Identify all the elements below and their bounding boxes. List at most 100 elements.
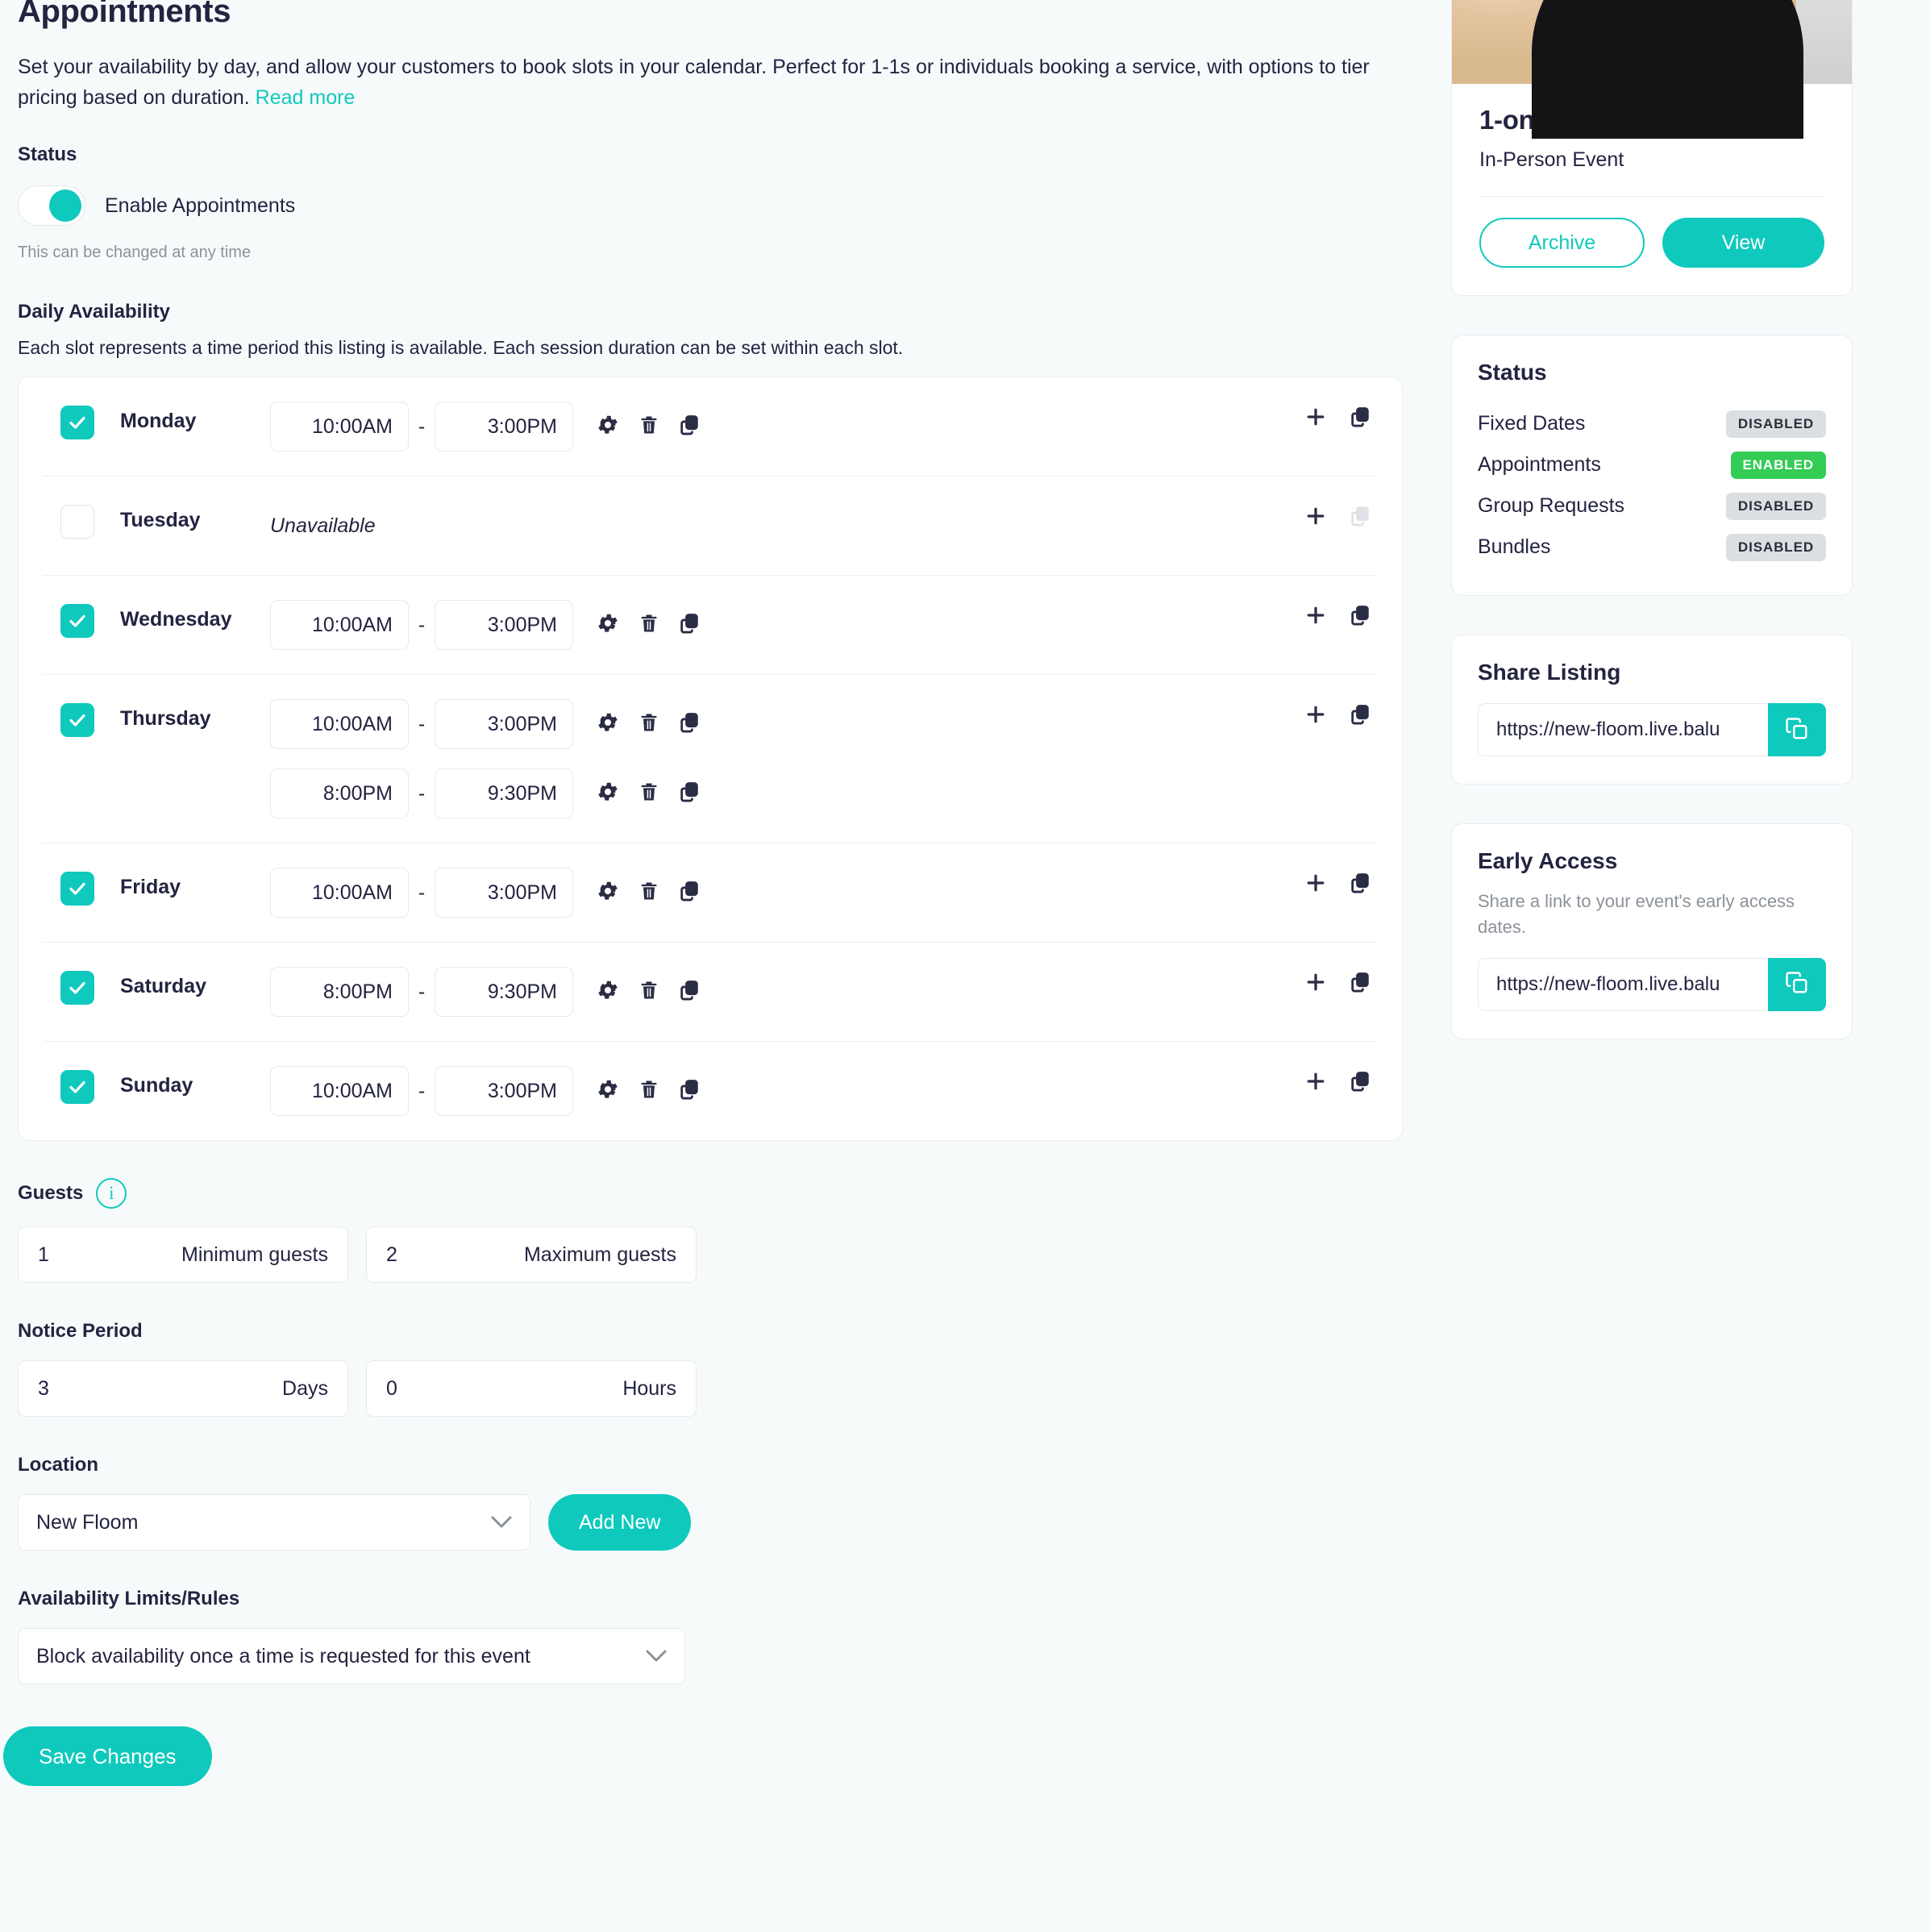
slot-end-time[interactable]: 3:00PM bbox=[435, 600, 573, 650]
duplicate-day-icon[interactable] bbox=[1349, 405, 1371, 433]
check-icon bbox=[68, 710, 87, 730]
copy-icon[interactable] bbox=[678, 1077, 701, 1105]
slot-start-time[interactable]: 8:00PM bbox=[270, 768, 409, 818]
notice-days-input[interactable]: 3 Days bbox=[18, 1360, 348, 1417]
duplicate-day-icon[interactable] bbox=[1349, 702, 1371, 731]
day-label: Wednesday bbox=[120, 608, 232, 631]
info-icon[interactable]: i bbox=[96, 1178, 127, 1209]
slot-end-time[interactable]: 3:00PM bbox=[435, 1066, 573, 1116]
day-label: Saturday bbox=[120, 975, 206, 997]
copy-icon[interactable] bbox=[678, 710, 701, 739]
add-new-location-button[interactable]: Add New bbox=[548, 1494, 692, 1551]
share-listing-url-input[interactable]: https://new-floom.live.balu bbox=[1478, 703, 1768, 756]
slot-dash: - bbox=[418, 1079, 426, 1102]
enable-appointments-toggle[interactable] bbox=[18, 185, 85, 226]
day-checkbox-tuesday[interactable] bbox=[60, 505, 94, 539]
read-more-link[interactable]: Read more bbox=[255, 86, 356, 109]
status-row: Appointments ENABLED bbox=[1478, 444, 1826, 485]
slot-start-time[interactable]: 10:00AM bbox=[270, 868, 409, 918]
day-checkbox-saturday[interactable] bbox=[60, 971, 94, 1005]
archive-button[interactable]: Archive bbox=[1479, 218, 1645, 268]
day-checkbox-sunday[interactable] bbox=[60, 1070, 94, 1104]
slot-end-time[interactable]: 3:00PM bbox=[435, 868, 573, 918]
day-checkbox-wednesday[interactable] bbox=[60, 604, 94, 638]
copy-icon[interactable] bbox=[678, 978, 701, 1006]
day-checkbox-friday[interactable] bbox=[60, 872, 94, 906]
slot-end-time[interactable]: 3:00PM bbox=[435, 699, 573, 749]
listing-card: 1-on-1 Meditation In-Person Event Archiv… bbox=[1451, 0, 1853, 296]
slot-start-time[interactable]: 8:00PM bbox=[270, 967, 409, 1017]
trash-icon[interactable] bbox=[638, 1077, 660, 1105]
day-checkbox-monday[interactable] bbox=[60, 406, 94, 439]
gear-icon[interactable] bbox=[596, 413, 620, 441]
view-button[interactable]: View bbox=[1662, 218, 1824, 268]
gear-icon[interactable] bbox=[596, 879, 620, 907]
copy-icon[interactable] bbox=[678, 611, 701, 639]
maximum-guests-input[interactable]: 2 Maximum guests bbox=[366, 1226, 697, 1283]
slot-end-time[interactable]: 9:30PM bbox=[435, 768, 573, 818]
slot-start-time[interactable]: 10:00AM bbox=[270, 1066, 409, 1116]
gear-icon[interactable] bbox=[596, 611, 620, 639]
location-select[interactable]: New Floom bbox=[18, 1494, 530, 1551]
add-slot-icon[interactable] bbox=[1304, 1069, 1328, 1097]
daily-availability-description: Each slot represents a time period this … bbox=[18, 337, 904, 358]
slot-end-time[interactable]: 3:00PM bbox=[435, 402, 573, 452]
share-listing-panel: Share Listing https://new-floom.live.bal… bbox=[1451, 635, 1853, 785]
duplicate-day-icon[interactable] bbox=[1349, 603, 1371, 631]
notice-hours-input[interactable]: 0 Hours bbox=[366, 1360, 697, 1417]
add-slot-icon[interactable] bbox=[1304, 504, 1328, 532]
minimum-guests-input[interactable]: 1 Minimum guests bbox=[18, 1226, 348, 1283]
slot-end-time[interactable]: 9:30PM bbox=[435, 967, 573, 1017]
slot-start-time[interactable]: 10:00AM bbox=[270, 600, 409, 650]
duplicate-day-icon[interactable] bbox=[1349, 871, 1371, 899]
enable-appointments-label: Enable Appointments bbox=[105, 194, 296, 217]
availability-rules-selected-value: Block availability once a time is reques… bbox=[36, 1644, 530, 1668]
add-slot-icon[interactable] bbox=[1304, 702, 1328, 731]
chevron-down-icon bbox=[646, 1645, 667, 1668]
copy-early-access-link-button[interactable] bbox=[1768, 957, 1826, 1011]
description-text: Set your availability by day, and allow … bbox=[18, 56, 1370, 109]
maximum-guests-unit: Maximum guests bbox=[524, 1243, 676, 1266]
trash-icon[interactable] bbox=[638, 879, 660, 907]
slot-actions bbox=[596, 611, 701, 639]
status-row: Group Requests DISABLED bbox=[1478, 485, 1826, 527]
copy-icon bbox=[1785, 971, 1809, 997]
trash-icon[interactable] bbox=[638, 611, 660, 639]
day-label: Sunday bbox=[120, 1074, 193, 1097]
add-slot-icon[interactable] bbox=[1304, 970, 1328, 998]
early-access-url-input[interactable]: https://new-floom.live.balu bbox=[1478, 957, 1768, 1011]
day-row-actions bbox=[1304, 603, 1371, 631]
day-checkbox-thursday[interactable] bbox=[60, 703, 94, 737]
trash-icon[interactable] bbox=[638, 978, 660, 1006]
slot-start-time[interactable]: 10:00AM bbox=[270, 402, 409, 452]
slot-start-time[interactable]: 10:00AM bbox=[270, 699, 409, 749]
early-access-panel: Early Access Share a link to your event'… bbox=[1451, 823, 1853, 1039]
listing-divider bbox=[1479, 196, 1824, 197]
add-slot-icon[interactable] bbox=[1304, 405, 1328, 433]
trash-icon[interactable] bbox=[638, 710, 660, 739]
minimum-guests-unit: Minimum guests bbox=[181, 1243, 328, 1266]
copy-share-link-button[interactable] bbox=[1768, 703, 1826, 756]
availability-rules-select[interactable]: Block availability once a time is reques… bbox=[18, 1628, 685, 1684]
copy-icon[interactable] bbox=[678, 413, 701, 441]
trash-icon[interactable] bbox=[638, 413, 660, 441]
page-description: Set your availability by day, and allow … bbox=[18, 52, 1401, 113]
day-slots: 10:00AM -3:00PM 8:00PM -9:30PM bbox=[270, 699, 1378, 818]
availability-day-row: Friday 10:00AM -3:00PM bbox=[43, 843, 1378, 943]
duplicate-day-icon[interactable] bbox=[1349, 1069, 1371, 1097]
copy-icon[interactable] bbox=[678, 879, 701, 907]
gear-icon[interactable] bbox=[596, 710, 620, 739]
gear-icon[interactable] bbox=[596, 1077, 620, 1105]
copy-icon[interactable] bbox=[678, 780, 701, 808]
time-slot: 10:00AM -3:00PM bbox=[270, 402, 1378, 452]
gear-icon[interactable] bbox=[596, 978, 620, 1006]
trash-icon[interactable] bbox=[638, 780, 660, 808]
save-changes-button[interactable]: Save Changes bbox=[3, 1726, 212, 1786]
duplicate-day-icon[interactable] bbox=[1349, 970, 1371, 998]
add-slot-icon[interactable] bbox=[1304, 603, 1328, 631]
check-icon bbox=[68, 413, 87, 432]
guests-inputs: 1 Minimum guests 2 Maximum guests bbox=[18, 1226, 1401, 1283]
gear-icon[interactable] bbox=[596, 780, 620, 808]
add-slot-icon[interactable] bbox=[1304, 871, 1328, 899]
availability-rules-row: Block availability once a time is reques… bbox=[18, 1628, 1401, 1684]
